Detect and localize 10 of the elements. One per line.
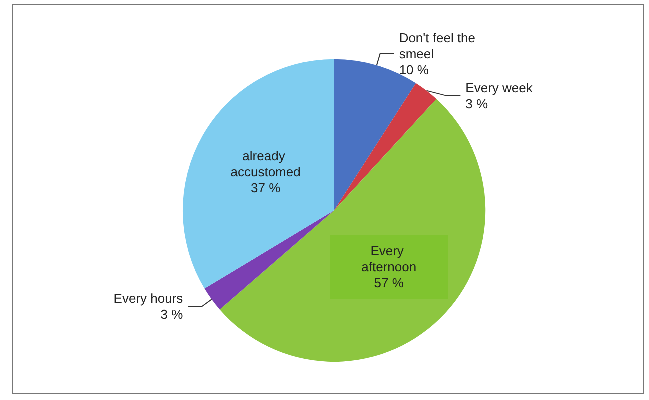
slice-label: already accustomed xyxy=(230,148,301,180)
data-label: 3 % xyxy=(466,96,489,112)
slice-label: Every week xyxy=(466,80,534,96)
slice-label: Don't feel the smeel xyxy=(399,30,480,62)
data-label: 37 % xyxy=(250,180,282,196)
slice-label: Every afternoon xyxy=(362,244,417,275)
data-label: 3 % xyxy=(160,307,184,322)
slice-label: Every hours xyxy=(114,291,184,306)
data-label: 10 % xyxy=(399,62,430,78)
data-label: 57 % xyxy=(374,276,404,291)
